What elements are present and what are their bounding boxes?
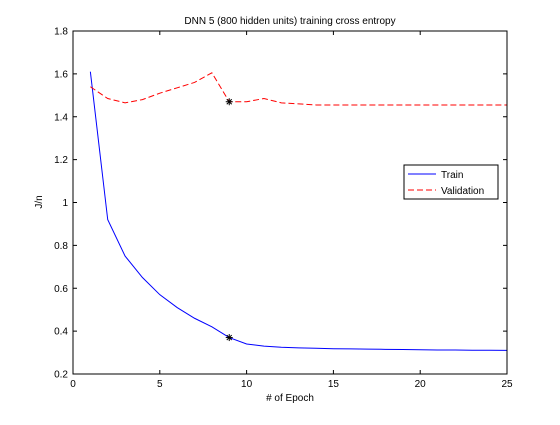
x-tick-label: 20	[415, 379, 427, 390]
x-tick-label: 15	[328, 379, 340, 390]
x-tick-label: 10	[241, 379, 253, 390]
series-line-train	[89, 71, 508, 351]
marker-validation	[225, 98, 233, 106]
y-tick-label: 1.4	[54, 112, 68, 123]
series-layer	[89, 71, 508, 351]
plot-frame	[72, 30, 508, 375]
y-tick-label: 0.8	[54, 241, 68, 252]
marker-train	[225, 334, 233, 342]
y-tick-label: 1.6	[54, 69, 68, 80]
legend: Train Validation	[403, 164, 499, 200]
marker-stroke	[226, 334, 233, 341]
legend-box	[403, 164, 499, 200]
plot-background	[73, 31, 507, 374]
y-tick-label: 0.6	[54, 284, 68, 295]
x-axis-label: # of Epoch	[266, 393, 314, 404]
y-axis-label: J/n	[34, 195, 45, 208]
chart-title: DNN 5 (800 hidden units) training cross …	[184, 16, 395, 27]
series-line-validation	[90, 72, 507, 106]
markers-layer	[225, 98, 233, 342]
x-tick-label: 0	[70, 379, 76, 390]
x-tick-label: 5	[157, 379, 163, 390]
y-tick-label: 1.2	[54, 155, 68, 166]
y-tick-label: 0.2	[54, 370, 68, 381]
y-tick-label: 1	[62, 198, 68, 209]
y-tick-label: 0.4	[54, 327, 68, 338]
marker-stroke	[226, 98, 233, 105]
legend-label-validation: Validation	[441, 186, 484, 197]
y-tick-label: 1.8	[54, 27, 68, 38]
legend-label-train: Train	[441, 170, 463, 181]
x-tick-label: 25	[501, 379, 513, 390]
